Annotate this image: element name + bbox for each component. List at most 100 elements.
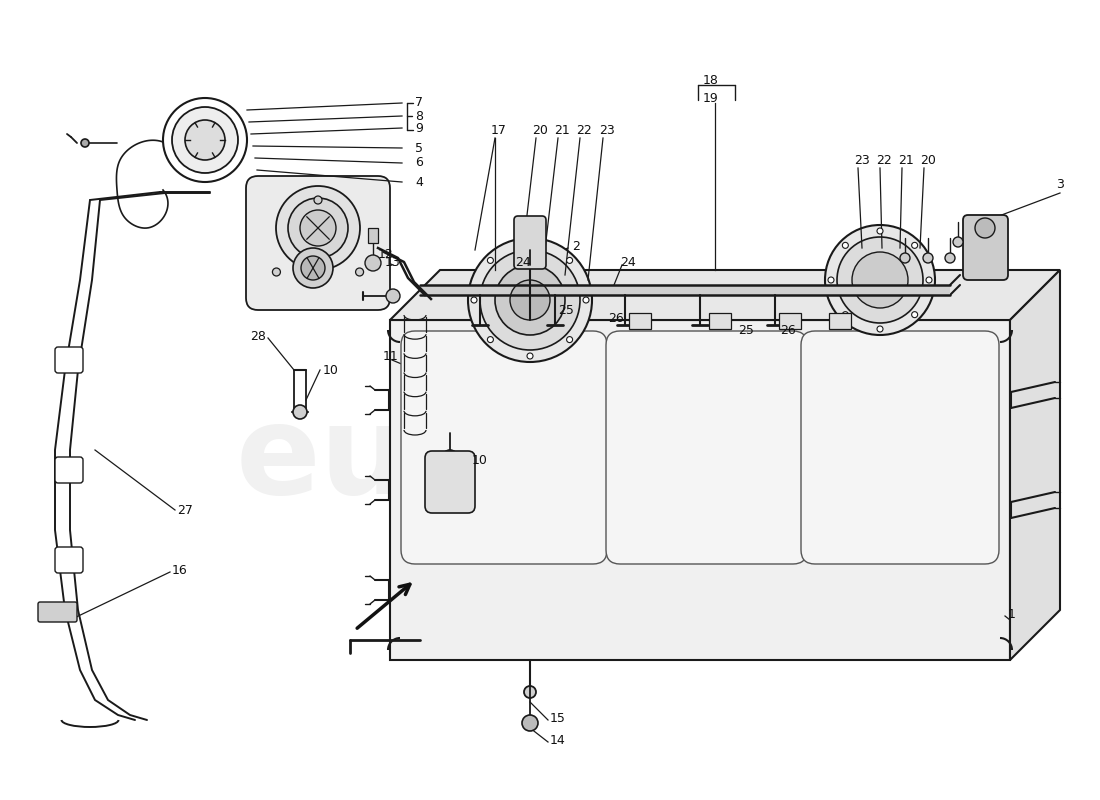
FancyBboxPatch shape [829, 313, 851, 329]
Circle shape [480, 250, 580, 350]
Text: a passion for Parts...: a passion for Parts... [433, 555, 747, 585]
Circle shape [301, 256, 324, 280]
Text: euroParts: euroParts [235, 399, 925, 521]
Text: 9: 9 [415, 122, 422, 134]
Text: 11: 11 [383, 350, 398, 363]
Text: 14: 14 [550, 734, 565, 746]
Text: 13: 13 [385, 257, 400, 270]
Text: 10: 10 [323, 363, 339, 377]
Circle shape [945, 253, 955, 263]
Circle shape [825, 225, 935, 335]
Circle shape [926, 277, 932, 283]
Text: 10: 10 [472, 454, 488, 466]
Text: 24: 24 [620, 255, 636, 269]
Text: 28: 28 [250, 330, 266, 342]
Circle shape [276, 186, 360, 270]
Text: 7: 7 [415, 97, 424, 110]
FancyBboxPatch shape [425, 451, 475, 513]
Text: 27: 27 [177, 503, 192, 517]
Polygon shape [420, 285, 950, 295]
FancyBboxPatch shape [514, 216, 546, 269]
Text: 16: 16 [172, 563, 188, 577]
FancyBboxPatch shape [962, 215, 1008, 280]
Text: 6: 6 [415, 157, 422, 170]
Text: 24: 24 [515, 255, 530, 269]
Text: 20: 20 [920, 154, 936, 166]
Polygon shape [390, 270, 1060, 320]
FancyBboxPatch shape [779, 313, 801, 329]
Text: 25: 25 [558, 303, 574, 317]
Text: 20: 20 [532, 123, 548, 137]
FancyBboxPatch shape [55, 547, 82, 573]
Circle shape [172, 107, 238, 173]
Bar [368, 228, 378, 243]
Circle shape [527, 241, 534, 247]
Circle shape [843, 242, 848, 248]
Circle shape [975, 218, 996, 238]
FancyBboxPatch shape [246, 176, 390, 310]
FancyBboxPatch shape [402, 331, 607, 564]
Circle shape [487, 337, 494, 342]
Text: 8: 8 [415, 110, 424, 122]
Circle shape [81, 139, 89, 147]
Text: 4: 4 [415, 175, 422, 189]
Circle shape [185, 120, 226, 160]
Text: 25: 25 [738, 323, 754, 337]
Circle shape [314, 196, 322, 204]
Text: 1: 1 [1008, 607, 1016, 621]
Circle shape [293, 405, 307, 419]
Text: 26: 26 [608, 311, 624, 325]
Text: 18: 18 [703, 74, 719, 86]
FancyBboxPatch shape [606, 331, 807, 564]
Circle shape [843, 312, 848, 318]
FancyBboxPatch shape [710, 313, 732, 329]
Circle shape [365, 255, 381, 271]
Circle shape [386, 289, 400, 303]
Circle shape [442, 450, 458, 466]
Text: 19: 19 [703, 91, 718, 105]
Circle shape [837, 237, 923, 323]
Text: 22: 22 [576, 123, 592, 137]
FancyBboxPatch shape [39, 602, 77, 622]
Circle shape [912, 242, 917, 248]
Circle shape [468, 238, 592, 362]
Polygon shape [390, 320, 1010, 660]
Circle shape [566, 337, 573, 342]
Text: 15: 15 [550, 711, 565, 725]
Text: 23: 23 [854, 154, 870, 166]
Text: 22: 22 [876, 154, 892, 166]
Circle shape [828, 277, 834, 283]
Text: 23: 23 [600, 123, 615, 137]
FancyBboxPatch shape [55, 457, 82, 483]
Circle shape [471, 297, 477, 303]
Circle shape [877, 228, 883, 234]
Circle shape [923, 253, 933, 263]
Circle shape [495, 265, 565, 335]
Text: 21: 21 [898, 154, 914, 166]
Text: 12: 12 [378, 247, 394, 261]
Circle shape [487, 258, 494, 263]
Circle shape [877, 326, 883, 332]
Circle shape [566, 258, 573, 263]
FancyBboxPatch shape [801, 331, 999, 564]
Circle shape [524, 686, 536, 698]
Circle shape [583, 297, 588, 303]
Circle shape [163, 98, 248, 182]
Polygon shape [1010, 270, 1060, 660]
Circle shape [273, 268, 280, 276]
Circle shape [852, 252, 907, 308]
Circle shape [900, 253, 910, 263]
Circle shape [953, 237, 962, 247]
Text: 3: 3 [1056, 178, 1064, 191]
Circle shape [522, 715, 538, 731]
Circle shape [510, 280, 550, 320]
FancyBboxPatch shape [55, 347, 82, 373]
Text: 26: 26 [780, 323, 795, 337]
Circle shape [300, 210, 336, 246]
Circle shape [288, 198, 348, 258]
Text: 2: 2 [572, 239, 580, 253]
FancyBboxPatch shape [629, 313, 651, 329]
Circle shape [293, 248, 333, 288]
Text: 5: 5 [415, 142, 424, 154]
Text: 17: 17 [491, 123, 507, 137]
